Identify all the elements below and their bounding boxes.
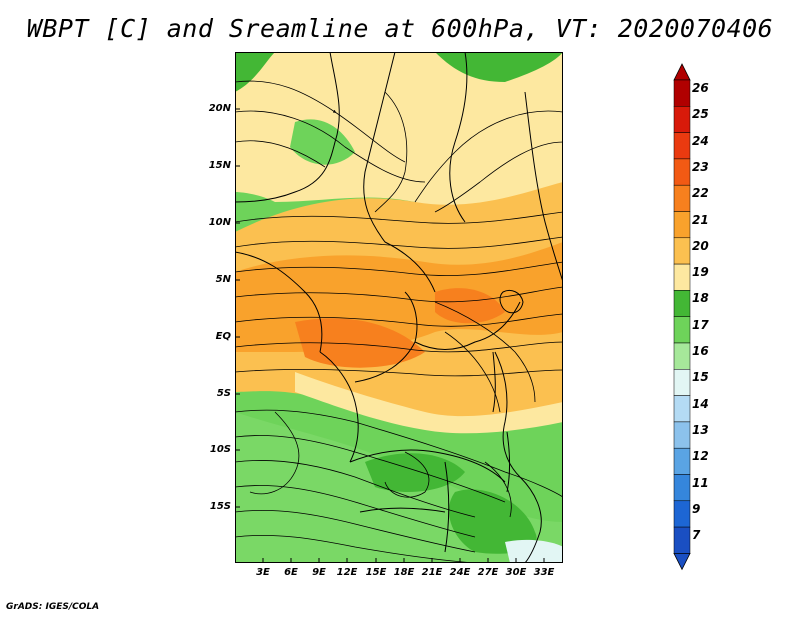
colorbar-label: 14 xyxy=(692,396,709,411)
colorbar-segment xyxy=(673,158,691,186)
lat-label: 20N xyxy=(208,103,231,114)
colorbar-label: 13 xyxy=(692,422,709,437)
lat-label: 15S xyxy=(209,501,231,512)
colorbar-segment xyxy=(673,263,691,291)
colorbar xyxy=(673,63,691,571)
lat-label: 10S xyxy=(209,444,231,455)
colorbar-label: 22 xyxy=(692,186,709,201)
field-19-north xyxy=(235,52,563,217)
lake-victoria xyxy=(499,289,524,314)
colorbar-segment xyxy=(673,132,691,160)
colorbar-segment xyxy=(673,500,691,528)
lakes xyxy=(492,289,524,493)
field-18-patch-se xyxy=(448,489,537,554)
colorbar-top-arrow xyxy=(673,63,691,81)
colorbar-label: 20 xyxy=(692,238,709,253)
wbpt-map xyxy=(235,52,563,563)
credit-text: GrADS: IGES/COLA xyxy=(6,602,100,612)
lon-label: 15E xyxy=(365,567,387,578)
field-22-patch xyxy=(295,318,425,368)
colorbar-segment xyxy=(673,447,691,475)
colorbar-segment xyxy=(673,211,691,239)
colorbar-label: 16 xyxy=(692,344,709,358)
field-22-patch-east xyxy=(435,288,505,324)
map-title: WBPT [C] and Sreamline at 600hPa, VT: 20… xyxy=(26,14,774,43)
country-borders xyxy=(235,52,563,563)
lat-label: 5S xyxy=(216,388,231,399)
colorbar-segment xyxy=(673,79,691,107)
colorbar-label: 9 xyxy=(692,501,701,516)
lon-label: 12E xyxy=(336,567,358,578)
lat-label: EQ xyxy=(215,331,231,342)
colorbar-label: 11 xyxy=(692,475,709,490)
colorbar-bottom-arrow xyxy=(673,553,691,571)
colorbar-label: 25 xyxy=(692,107,709,122)
colorbar-label: 17 xyxy=(692,317,709,332)
lon-label: 9E xyxy=(312,567,326,578)
map-panel xyxy=(235,52,563,563)
lat-label: 10N xyxy=(208,217,231,228)
colorbar-segment xyxy=(673,184,691,212)
colorbar-segment xyxy=(673,237,691,265)
colorbar-label: 23 xyxy=(692,159,709,174)
lon-label: 33E xyxy=(533,567,555,578)
field-19-south xyxy=(295,372,563,434)
colorbar-segment xyxy=(673,421,691,449)
lon-label: 21E xyxy=(421,567,443,578)
colorbar-label: 7 xyxy=(692,528,701,543)
lon-label: 27E xyxy=(477,567,499,578)
lat-label: 5N xyxy=(215,274,231,285)
colorbar-segment xyxy=(673,526,691,554)
colorbar-label: 24 xyxy=(692,133,709,148)
colorbar-segment xyxy=(673,316,691,344)
colorbar-label: 26 xyxy=(692,81,709,95)
colorbar-label: 18 xyxy=(692,291,709,306)
colorbar-segment xyxy=(673,342,691,370)
lon-label: 6E xyxy=(284,567,298,578)
lat-label: 15N xyxy=(208,160,231,171)
colorbar-label: 19 xyxy=(692,265,709,280)
colorbar-segment xyxy=(673,290,691,317)
colorbar-segment xyxy=(673,369,691,396)
lon-label: 24E xyxy=(449,567,471,578)
field-17-patch-nw xyxy=(290,119,355,165)
colorbar-label: 21 xyxy=(692,212,709,227)
field-15-corner xyxy=(505,539,563,563)
colorbar-segment xyxy=(673,395,691,423)
colorbar-label: 12 xyxy=(692,449,709,464)
streamlines xyxy=(235,80,563,563)
colorbar-segment xyxy=(673,106,691,133)
map-frame xyxy=(235,52,563,563)
colorbar-segment xyxy=(673,474,691,502)
colorbar-label: 15 xyxy=(692,370,709,385)
lon-label: 18E xyxy=(393,567,415,578)
lon-label: 3E xyxy=(256,567,270,578)
lon-label: 30E xyxy=(505,567,527,578)
